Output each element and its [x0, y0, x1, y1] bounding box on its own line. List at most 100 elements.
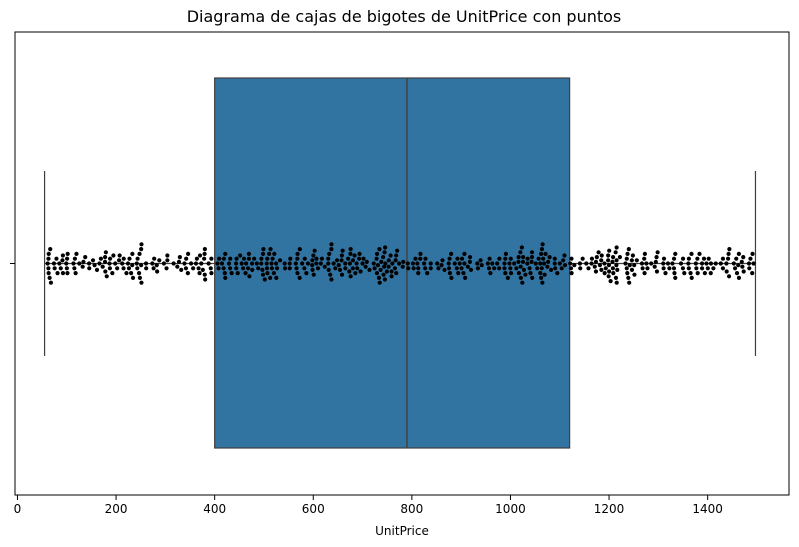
data-point — [393, 258, 398, 263]
data-point — [357, 256, 362, 261]
data-point — [233, 261, 239, 266]
data-point — [629, 267, 635, 272]
data-point — [134, 261, 139, 266]
data-point — [410, 261, 416, 266]
data-point — [626, 275, 631, 280]
data-point — [250, 267, 255, 272]
data-point — [572, 263, 577, 268]
data-point — [243, 271, 248, 276]
data-point — [297, 275, 302, 280]
data-point — [177, 255, 182, 260]
data-point — [152, 256, 157, 261]
data-point — [347, 261, 352, 266]
data-point — [267, 251, 272, 256]
data-point — [418, 251, 423, 256]
data-point — [137, 275, 143, 280]
data-point — [552, 261, 557, 266]
data-point — [249, 261, 255, 266]
data-point — [371, 261, 376, 266]
data-point — [457, 261, 462, 266]
data-point — [288, 256, 293, 261]
data-point — [416, 271, 421, 276]
data-point — [265, 271, 270, 276]
data-point — [268, 275, 273, 280]
data-point — [617, 255, 623, 260]
data-point — [507, 261, 512, 266]
data-point — [208, 266, 213, 271]
data-point — [523, 272, 528, 277]
data-point — [649, 261, 654, 266]
data-point — [720, 266, 726, 271]
data-point — [672, 271, 677, 276]
data-point — [624, 256, 629, 261]
data-point — [202, 251, 207, 256]
data-point — [503, 256, 508, 261]
data-point — [539, 266, 544, 271]
data-point — [415, 261, 420, 266]
data-point — [626, 247, 631, 252]
data-point — [72, 266, 77, 271]
data-point — [260, 272, 266, 277]
data-point — [48, 280, 54, 285]
data-point — [603, 266, 608, 271]
data-point — [340, 248, 345, 253]
data-point — [377, 280, 382, 285]
data-point — [552, 256, 557, 261]
data-point — [505, 275, 510, 280]
data-point — [665, 261, 671, 266]
data-point — [200, 267, 205, 272]
data-point — [322, 264, 327, 269]
chart-title: Diagrama de cajas de bigotes de UnitPric… — [187, 7, 622, 26]
data-point — [326, 267, 331, 272]
data-point — [527, 266, 532, 271]
data-point — [60, 253, 65, 258]
data-point — [392, 266, 398, 271]
data-point — [446, 261, 451, 266]
data-point — [74, 251, 79, 256]
x-tick-label: 600 — [302, 502, 325, 516]
data-point — [516, 255, 521, 260]
data-point — [488, 271, 493, 276]
data-point — [295, 256, 300, 261]
data-point — [52, 266, 57, 271]
data-point — [48, 247, 53, 252]
data-point — [682, 271, 687, 276]
data-point — [418, 256, 423, 261]
data-point — [708, 271, 713, 276]
data-point — [137, 251, 142, 256]
data-point — [154, 263, 159, 268]
data-point — [452, 261, 457, 266]
data-point — [724, 261, 729, 266]
data-point — [265, 256, 270, 261]
data-point — [688, 271, 693, 276]
data-point — [680, 256, 686, 261]
data-point — [116, 258, 122, 263]
data-point — [614, 263, 619, 268]
data-point — [246, 256, 251, 261]
data-point — [652, 264, 657, 269]
data-point — [413, 256, 418, 261]
data-point — [670, 261, 675, 266]
data-point — [339, 253, 344, 258]
data-point — [87, 266, 92, 271]
data-point — [347, 269, 352, 274]
data-point — [304, 271, 309, 276]
data-point — [639, 261, 645, 266]
data-point — [557, 261, 562, 266]
data-point — [521, 255, 526, 260]
data-point — [287, 266, 292, 271]
data-point — [215, 261, 220, 266]
data-point — [287, 261, 292, 266]
data-point — [611, 271, 616, 276]
data-point — [642, 251, 647, 256]
data-point — [739, 259, 744, 264]
swarm-points — [45, 242, 756, 285]
data-point — [606, 274, 611, 279]
data-point — [311, 253, 316, 258]
data-point — [226, 261, 232, 266]
data-point — [701, 256, 707, 261]
data-point — [130, 251, 135, 256]
data-point — [374, 271, 380, 276]
data-point — [485, 261, 490, 266]
